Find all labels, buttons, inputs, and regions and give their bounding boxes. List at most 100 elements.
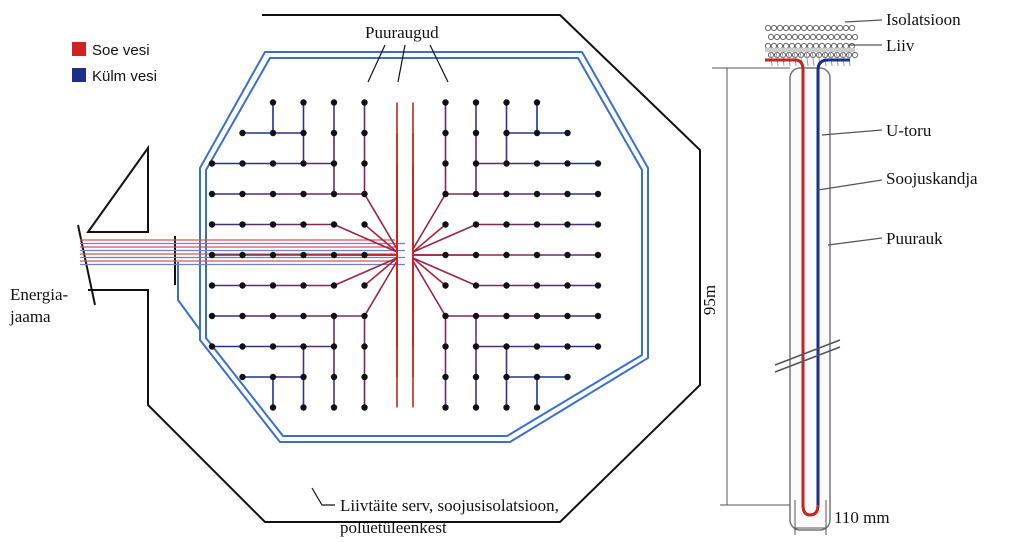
borehole-dot	[595, 191, 601, 197]
gravel	[825, 43, 830, 48]
borehole-dot	[442, 313, 448, 319]
gravel	[792, 34, 797, 39]
borehole-dot	[442, 252, 448, 258]
borehole-dot	[300, 252, 306, 258]
gravel	[813, 43, 818, 48]
borehole-dot	[270, 221, 276, 227]
borehole-dot	[239, 313, 245, 319]
gravel	[801, 43, 806, 48]
borehole-dot	[361, 130, 367, 136]
borehole-dot	[442, 374, 448, 380]
borehole-dot	[239, 221, 245, 227]
borehole-dot	[331, 282, 337, 288]
borehole-dot	[473, 191, 479, 197]
gravel	[852, 52, 857, 57]
borehole-dot	[331, 99, 337, 105]
borehole-dot	[331, 404, 337, 410]
borehole-dot	[270, 282, 276, 288]
gravel	[828, 34, 833, 39]
borehole-dot	[331, 130, 337, 136]
gravel	[765, 25, 770, 30]
pipe-segment	[334, 225, 397, 253]
pipe-segment	[413, 225, 446, 253]
borehole-dot	[503, 282, 509, 288]
borehole-dot	[595, 252, 601, 258]
borehole-dot	[209, 252, 215, 258]
pipe-segment	[413, 225, 476, 253]
section-label: Isolatsioon	[886, 10, 961, 29]
borehole-dot	[300, 130, 306, 136]
borehole-dot	[239, 343, 245, 349]
station-label: Energia-	[10, 285, 69, 304]
borehole-dot	[361, 404, 367, 410]
gravel	[825, 25, 830, 30]
gravel	[819, 43, 824, 48]
borehole-dot	[361, 313, 367, 319]
borehole-dot	[442, 191, 448, 197]
supply-pipe	[178, 262, 200, 330]
borehole-dot	[595, 343, 601, 349]
borehole-dot	[442, 343, 448, 349]
borehole-dot	[442, 160, 448, 166]
section-label: U-toru	[886, 121, 932, 140]
gravel	[843, 43, 848, 48]
gravel	[774, 34, 779, 39]
gravel	[849, 25, 854, 30]
borehole-dot	[503, 191, 509, 197]
borehole-dot	[209, 160, 215, 166]
borehole-dot	[473, 252, 479, 258]
borehole-dot	[595, 313, 601, 319]
borehole-dot	[442, 404, 448, 410]
borehole-dot	[331, 160, 337, 166]
gravel	[798, 34, 803, 39]
borehole-dot	[361, 99, 367, 105]
borehole-dot	[300, 404, 306, 410]
borehole-dot	[300, 343, 306, 349]
borehole-dot	[442, 282, 448, 288]
gravel	[837, 25, 842, 30]
borehole-dot	[361, 374, 367, 380]
gravel	[819, 25, 824, 30]
gravel	[849, 43, 854, 48]
borehole-dot	[503, 252, 509, 258]
borehole-dot	[209, 282, 215, 288]
borehole-dot	[361, 191, 367, 197]
borehole-dot	[300, 160, 306, 166]
borehole-dot	[331, 221, 337, 227]
borehole-dot	[209, 221, 215, 227]
section-label: Liiv	[886, 36, 915, 55]
borehole-dot	[239, 252, 245, 258]
legend-label: Soe vesi	[92, 42, 150, 59]
borehole-dot	[361, 221, 367, 227]
borehole-dot	[331, 343, 337, 349]
borehole-dot	[239, 191, 245, 197]
borehole-dot	[239, 160, 245, 166]
borehole	[790, 68, 830, 530]
borehole-dot	[564, 130, 570, 136]
edge-label: Liivtäite serv, soojusisolatsioon,	[340, 496, 559, 515]
borehole-dot	[534, 282, 540, 288]
borehole-dot	[361, 160, 367, 166]
borehole-dot	[270, 374, 276, 380]
borehole-dot	[473, 221, 479, 227]
gravel	[846, 34, 851, 39]
leader	[368, 45, 448, 82]
gravel	[837, 43, 842, 48]
borehole-dot	[564, 252, 570, 258]
gravel	[765, 43, 770, 48]
gravel	[795, 43, 800, 48]
sand-layer	[765, 48, 855, 52]
pipe-network	[80, 99, 601, 410]
borehole-dot	[239, 282, 245, 288]
borehole-dot	[300, 313, 306, 319]
borehole-dot	[270, 404, 276, 410]
gravel	[789, 25, 794, 30]
gravel	[831, 43, 836, 48]
gravel	[813, 25, 818, 30]
borehole-dot	[209, 343, 215, 349]
borehole-dot	[534, 374, 540, 380]
plan-outline	[88, 15, 700, 522]
gravel	[807, 43, 812, 48]
borehole-dot	[209, 313, 215, 319]
borehole-dot	[595, 160, 601, 166]
